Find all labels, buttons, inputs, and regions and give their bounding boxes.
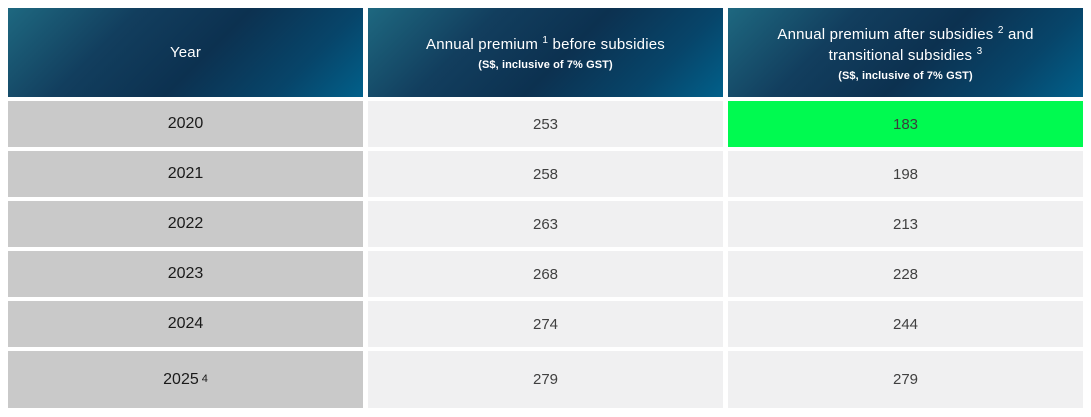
after-cell-2021: 198	[728, 151, 1083, 197]
year-cell-2021: 2021	[8, 151, 363, 197]
after-cell-2023: 228	[728, 251, 1083, 297]
premium-table: Year Annual premium 1 before subsidies (…	[8, 8, 1083, 408]
header-after-subtitle: (S$, inclusive of 7% GST)	[838, 69, 973, 82]
header-year: Year	[8, 8, 363, 97]
header-after-subsidies: Annual premium after subsidies 2 and tra…	[728, 8, 1083, 97]
year-cell-2022: 2022	[8, 201, 363, 247]
before-cell-2022: 263	[368, 201, 723, 247]
after-cell-2025: 279	[728, 351, 1083, 408]
footnote-ref-3: 3	[976, 45, 983, 57]
before-cell-2021: 258	[368, 151, 723, 197]
header-year-title: Year	[169, 44, 202, 61]
header-after-title-line1: Annual premium after subsidies 2 and	[777, 24, 1034, 43]
header-before-subtitle: (S$, inclusive of 7% GST)	[478, 59, 613, 71]
before-cell-2023: 268	[368, 251, 723, 297]
header-before-subsidies: Annual premium 1 before subsidies (S$, i…	[368, 8, 723, 97]
year-cell-2023: 2023	[8, 251, 363, 297]
after-cell-2022: 213	[728, 201, 1083, 247]
footnote-ref-2: 2	[997, 24, 1004, 36]
year-cell-2020: 2020	[8, 101, 363, 147]
after-cell-2020-highlighted: 183	[728, 101, 1083, 147]
after-cell-2024: 244	[728, 301, 1083, 347]
year-cell-2024: 2024	[8, 301, 363, 347]
year-cell-2025: 2025 4	[8, 351, 363, 408]
header-after-title-line2: transitional subsidies 3	[828, 45, 983, 64]
before-cell-2020: 253	[368, 101, 723, 147]
before-cell-2025: 279	[368, 351, 723, 408]
footnote-ref-1: 1	[542, 35, 549, 46]
header-before-title: Annual premium 1 before subsidies	[426, 35, 665, 54]
before-cell-2024: 274	[368, 301, 723, 347]
